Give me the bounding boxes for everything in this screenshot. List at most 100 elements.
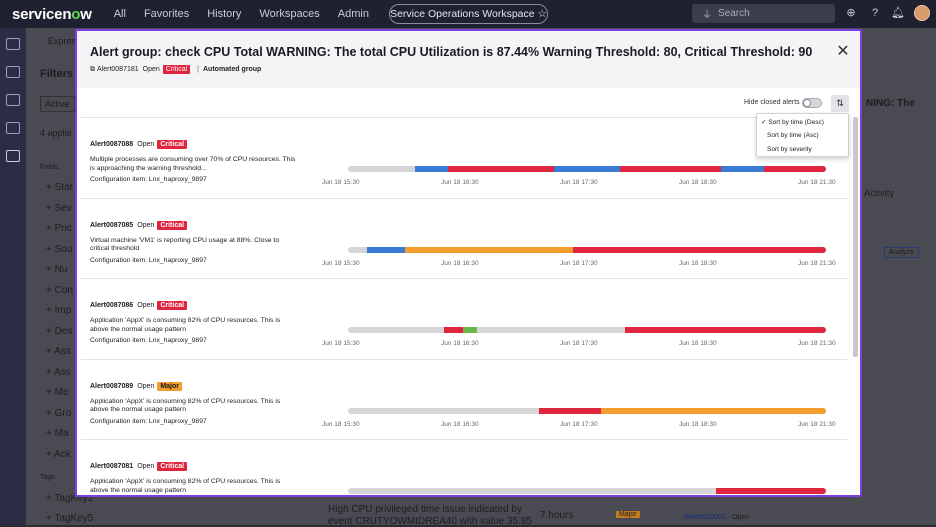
bg-field-item: + Ack <box>46 448 71 460</box>
sort-button[interactable]: ⇅ <box>831 95 849 112</box>
sort-option-severity[interactable]: Sort by severity <box>767 146 812 153</box>
timeline-tick-label: Jun 18 16:30 <box>441 420 479 428</box>
sort-option-time-desc[interactable]: ✓ Sort by time (Desc) <box>761 119 824 126</box>
alert-severity-badge: Critical <box>157 220 188 230</box>
home-icon[interactable] <box>6 38 20 50</box>
sort-option-time-asc[interactable]: Sort by time (Asc) <box>767 132 819 139</box>
chart-icon[interactable] <box>6 122 20 134</box>
bg-right-title: NING: The <box>866 98 915 109</box>
bg-express-tab: Expres <box>48 36 77 46</box>
alert-row[interactable]: Alert0087088 Open Critical Multiple process… <box>81 117 847 197</box>
timeline-tick-label: Jun 18 21:30 <box>798 179 836 186</box>
globe-icon[interactable]: ⊕ <box>846 7 856 19</box>
grid-icon[interactable] <box>6 94 20 106</box>
timeline-tick-label: Jun 18 16:30 <box>441 259 479 267</box>
bg-field-item: + Ma <box>46 428 69 439</box>
toggle-knob <box>803 99 811 107</box>
alert-config-item: Configuration item: Lnx_haproxy_9897 <box>90 417 207 425</box>
bg-field-item-label: Ack <box>54 448 71 460</box>
servicenow-logo[interactable]: servicenow <box>12 6 92 23</box>
bg-tags-label: Tags <box>40 474 55 481</box>
bg-field-item-label: Gro <box>54 407 72 419</box>
nav-admin[interactable]: Admin <box>337 8 369 20</box>
timeline-segment-minor <box>553 166 621 172</box>
timeline-segment-critical <box>572 246 826 253</box>
close-icon[interactable]: ✕ <box>836 43 850 60</box>
subtitle-divider: | <box>197 66 199 73</box>
nav-workspaces[interactable]: Workspaces <box>259 8 320 20</box>
alert-id-link[interactable]: Alert0087085 <box>90 221 134 229</box>
hide-closed-alerts-label: Hide closed alerts <box>744 99 800 106</box>
modal-header: Alert group: check CPU Total WARNING: Th… <box>77 31 860 88</box>
bg-filters-title: Filters <box>40 68 74 80</box>
logo-end: w <box>80 5 92 23</box>
workspace-pill[interactable]: Service Operations Workspace ☆ <box>389 4 548 24</box>
bg-field-item: + Stat <box>46 182 73 193</box>
alert-status: Open <box>137 141 155 148</box>
alert-row[interactable]: Alert0087085 Open Critical Virtual machine … <box>81 197 847 278</box>
alert-description: Application 'AppX' is consuming 82% of C… <box>90 478 281 494</box>
timeline-tick-label: Jun 18 21:30 <box>798 340 836 347</box>
bg-field-item-label: Imp <box>54 305 72 316</box>
bg-row-open: Open <box>732 514 750 521</box>
modal-title: Alert group: check CPU Total WARNING: Th… <box>90 45 813 59</box>
alert-row-header: Alert0087086 Open Critical <box>90 301 190 310</box>
alert-status: Open <box>137 382 155 390</box>
nav-favorites[interactable]: Favorites <box>143 8 190 20</box>
left-rail <box>0 28 26 525</box>
bg-row-desc-2: event CRUTYOWMIDREA40 with value 35.85 <box>328 516 532 527</box>
user-avatar[interactable] <box>914 5 930 21</box>
alert-timeline <box>348 246 826 253</box>
alerts-scrollbar[interactable] <box>853 117 858 357</box>
bg-row-desc-1: High CPU privileged time issue indicated… <box>328 504 522 515</box>
hide-closed-alerts-toggle[interactable] <box>802 98 822 108</box>
alert-severity-badge: Major <box>157 381 182 391</box>
alert-severity-badge: Critical <box>157 301 188 310</box>
bg-field-item-label: Ma <box>54 428 69 439</box>
alert-group-modal: Alert group: check CPU Total WARNING: Th… <box>75 29 862 497</box>
alert-row[interactable]: Alert0087089 Open Major Application 'AppX' … <box>81 358 847 439</box>
alert-row[interactable]: Alert0087081 Open Critical Application 'App… <box>81 439 847 495</box>
timeline-segment-critical <box>539 407 602 414</box>
bg-field-item-label: Pric <box>54 223 72 234</box>
timeline-segment-critical <box>716 488 826 494</box>
alerts-list-icon[interactable] <box>6 150 20 162</box>
alert-id-link[interactable]: Alert0087088 <box>90 141 134 148</box>
copy-icon[interactable]: ⧉ <box>90 65 95 73</box>
timeline-tick-label: Jun 18 15:30 <box>322 179 360 186</box>
nav-history[interactable]: History <box>207 8 242 20</box>
alert-row-header: Alert0087085 Open Critical <box>90 220 190 230</box>
timeline-segment-ok <box>462 327 478 333</box>
alert-status: Open <box>137 463 155 470</box>
alert-id-link[interactable]: Alert0087081 <box>90 463 134 470</box>
alert-description: Virtual machine 'VM1' is reporting CPU u… <box>90 236 280 253</box>
bg-row-alert: Alert0010003 <box>684 514 726 521</box>
help-icon[interactable]: ? <box>871 7 879 19</box>
timeline-segment-major <box>601 407 826 414</box>
alert-description: Multiple processes are consuming over 70… <box>90 156 296 172</box>
group-alert-id[interactable]: Alert0087181 <box>97 66 139 73</box>
notification-bell-icon[interactable]: 🔔︎ <box>891 7 905 19</box>
bg-applied-count: 4 applie <box>40 128 72 138</box>
bg-field-item: + Pric <box>46 223 72 234</box>
bg-field-item: + Des <box>46 325 73 337</box>
bg-tag-1: + TagKey2 <box>46 493 94 504</box>
timeline-tick-label: Jun 18 21:30 <box>798 259 836 267</box>
timeline-segment-critical <box>443 327 463 333</box>
global-search-input[interactable]: ⏚ Search <box>692 4 835 23</box>
timeline-tick-label: Jun 18 21:30 <box>798 420 836 428</box>
alerts-list: Alert0087088 Open Critical Multiple process… <box>77 117 849 495</box>
alert-id-link[interactable]: Alert0087089 <box>90 382 134 390</box>
alert-timeline <box>348 166 826 172</box>
nav-all[interactable]: All <box>113 8 126 20</box>
list-icon[interactable] <box>6 66 20 78</box>
alert-timeline <box>348 327 826 333</box>
bg-field-item: + Ass <box>46 366 71 378</box>
bg-tag-2-label: TagKey5 <box>54 513 94 524</box>
bg-field-item-label: Stat <box>54 182 73 193</box>
alert-row[interactable]: Alert0087086 Open Critical Application 'App… <box>81 278 847 358</box>
bg-field-item: + Sou <box>46 243 73 255</box>
alert-id-link[interactable]: Alert0087086 <box>90 302 134 309</box>
bg-row-hours: 7 hours <box>540 510 574 521</box>
